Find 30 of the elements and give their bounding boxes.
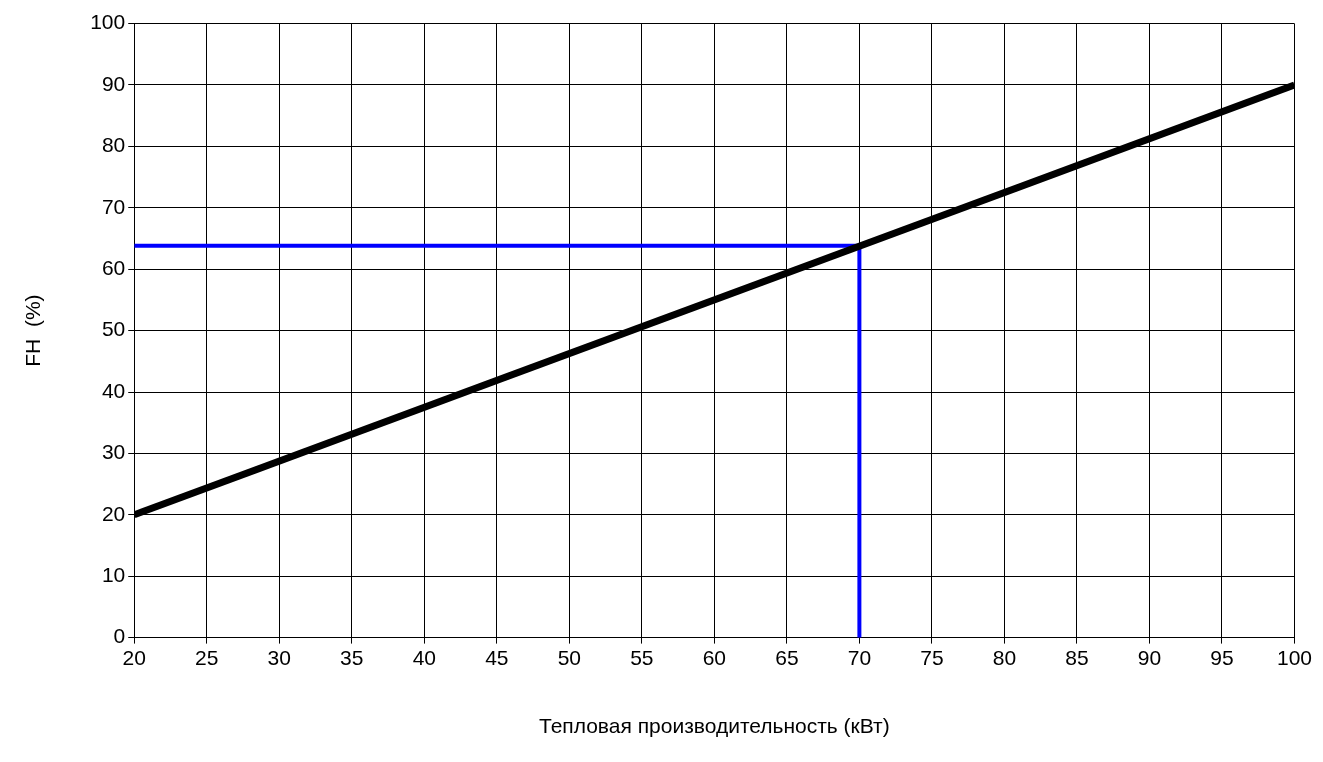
y-tick-label: 80 — [101, 133, 126, 157]
y-tick-label: 60 — [101, 256, 126, 279]
x-tick-label: 70 — [847, 646, 872, 669]
x-tick-label: 90 — [1137, 646, 1162, 669]
y-tick-label: 90 — [101, 71, 126, 95]
x-tick-label: 60 — [702, 646, 727, 669]
x-tick-label: 85 — [1065, 646, 1089, 669]
x-axis-title: Тепловая производительность (кВт) — [539, 714, 890, 738]
x-tick-label: 50 — [557, 646, 582, 669]
x-tick-label: 100 — [1276, 646, 1312, 669]
x-tick-label: 75 — [920, 646, 944, 669]
y-tick-label: 50 — [101, 317, 126, 341]
x-tick-label: 95 — [1210, 646, 1234, 669]
x-tick-label: 40 — [412, 646, 436, 669]
y-tick-label: 70 — [101, 194, 126, 218]
y-tick-label: 40 — [101, 378, 126, 402]
x-tick-label: 45 — [485, 646, 509, 669]
x-tick-label: 30 — [267, 646, 291, 669]
x-tick-label: 25 — [195, 646, 219, 669]
y-tick-label: 10 — [101, 563, 126, 586]
y-tick-label: 20 — [101, 501, 126, 525]
y-tick-label: 100 — [90, 10, 126, 34]
x-tick-label: 55 — [630, 646, 654, 669]
x-tick-label: 20 — [122, 646, 146, 669]
x-tick-label: 80 — [992, 646, 1017, 669]
y-tick-label: 30 — [101, 440, 126, 464]
x-tick-label: 65 — [775, 646, 799, 669]
y-axis-title: FH (%) — [21, 294, 45, 367]
x-tick-label: 35 — [340, 646, 364, 669]
y-tick-label: 0 — [113, 624, 126, 648]
